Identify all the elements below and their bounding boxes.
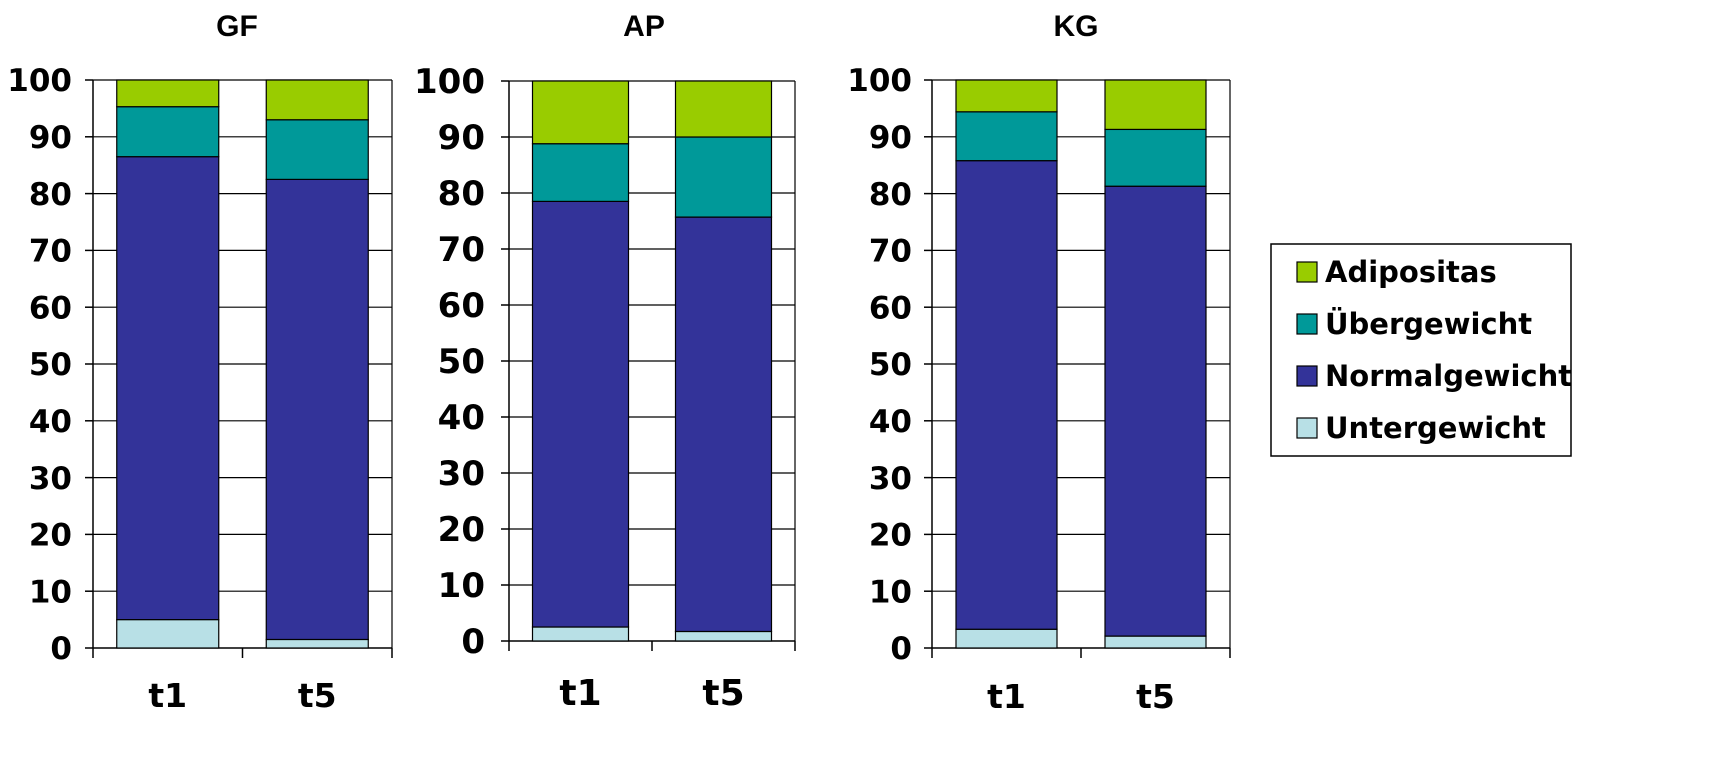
- y-tick-label: 70: [869, 234, 912, 270]
- bar-ap-t5-uebergewicht: [674, 136, 773, 218]
- bar-ap-t1-normalgewicht: [531, 200, 630, 628]
- bar-gf-t1-adipositas: [116, 79, 220, 108]
- x-category-label: t5: [298, 676, 337, 715]
- legend-swatch-uebergewicht: [1296, 313, 1318, 335]
- bar-gf-t1-normalgewicht: [116, 156, 220, 621]
- legend-label-normalgewicht: Normalgewicht: [1325, 359, 1572, 393]
- bar-gf-t5-uebergewicht: [265, 119, 369, 181]
- chart-title-gf: GF: [216, 10, 258, 43]
- x-category-label: t1: [559, 673, 601, 714]
- y-tick-label: 60: [869, 290, 912, 326]
- y-tick-label: 10: [29, 574, 72, 610]
- bar-kg-t1-uebergewicht: [955, 111, 1058, 162]
- legend-label-untergewicht: Untergewicht: [1325, 411, 1546, 445]
- y-tick-label: 100: [414, 62, 485, 102]
- y-tick-label: 80: [29, 177, 72, 213]
- bar-gf-t5-adipositas: [265, 79, 369, 121]
- legend-box: [1270, 243, 1572, 457]
- y-tick-label: 20: [29, 518, 72, 554]
- legend-label-adipositas: Adipositas: [1325, 255, 1497, 289]
- bar-ap-t1-uebergewicht: [531, 143, 630, 203]
- x-category-label: t5: [1136, 677, 1175, 716]
- y-tick-label: 0: [890, 631, 912, 667]
- y-tick-label: 80: [438, 174, 485, 214]
- y-tick-label: 10: [869, 574, 912, 610]
- y-tick-label: 10: [438, 566, 485, 606]
- y-tick-label: 20: [438, 510, 485, 550]
- legend-swatch-untergewicht: [1296, 417, 1318, 439]
- bar-ap-t5-untergewicht: [674, 630, 773, 642]
- bar-kg-t1-normalgewicht: [955, 160, 1058, 630]
- bar-ap-t1-untergewicht: [531, 626, 630, 642]
- y-tick-label: 40: [869, 404, 912, 440]
- bar-gf-t5-untergewicht: [265, 638, 369, 649]
- bar-ap-t5-adipositas: [674, 80, 773, 138]
- y-tick-label: 70: [29, 234, 72, 270]
- bar-ap-t1-adipositas: [531, 80, 630, 145]
- y-tick-label: 50: [869, 347, 912, 383]
- y-tick-label: 100: [7, 63, 72, 99]
- bar-kg-t1-untergewicht: [955, 628, 1058, 649]
- y-tick-label: 90: [29, 120, 72, 156]
- bar-kg-t5-untergewicht: [1104, 635, 1207, 649]
- y-tick-label: 0: [461, 622, 485, 662]
- legend-swatch-normalgewicht: [1296, 365, 1318, 387]
- y-tick-label: 90: [438, 118, 485, 158]
- bar-kg-t1-adipositas: [955, 79, 1058, 113]
- bar-kg-t5-uebergewicht: [1104, 128, 1207, 187]
- y-tick-label: 30: [29, 461, 72, 497]
- y-tick-label: 80: [869, 177, 912, 213]
- y-tick-label: 30: [869, 461, 912, 497]
- y-tick-label: 60: [438, 286, 485, 326]
- y-tick-label: 20: [869, 518, 912, 554]
- x-category-label: t1: [148, 676, 187, 715]
- y-tick-label: 100: [847, 63, 912, 99]
- y-tick-label: 40: [438, 398, 485, 438]
- legend-label-uebergewicht: Übergewicht: [1325, 307, 1532, 341]
- y-tick-label: 40: [29, 404, 72, 440]
- x-category-label: t5: [702, 673, 744, 714]
- bar-gf-t5-normalgewicht: [265, 178, 369, 641]
- y-tick-label: 0: [50, 631, 72, 667]
- y-tick-label: 90: [869, 120, 912, 156]
- y-tick-label: 60: [29, 290, 72, 326]
- y-tick-label: 50: [29, 347, 72, 383]
- bar-ap-t5-normalgewicht: [674, 216, 773, 633]
- chart-title-ap: AP: [623, 10, 665, 43]
- chart-title-kg: KG: [1054, 10, 1099, 43]
- bar-kg-t5-adipositas: [1104, 79, 1207, 131]
- y-tick-label: 70: [438, 230, 485, 270]
- y-tick-label: 50: [438, 342, 485, 382]
- bar-kg-t5-normalgewicht: [1104, 185, 1207, 637]
- bar-gf-t1-untergewicht: [116, 618, 220, 649]
- legend-swatch-adipositas: [1296, 261, 1318, 283]
- bar-gf-t1-uebergewicht: [116, 106, 220, 158]
- y-tick-label: 30: [438, 454, 485, 494]
- x-category-label: t1: [987, 677, 1026, 716]
